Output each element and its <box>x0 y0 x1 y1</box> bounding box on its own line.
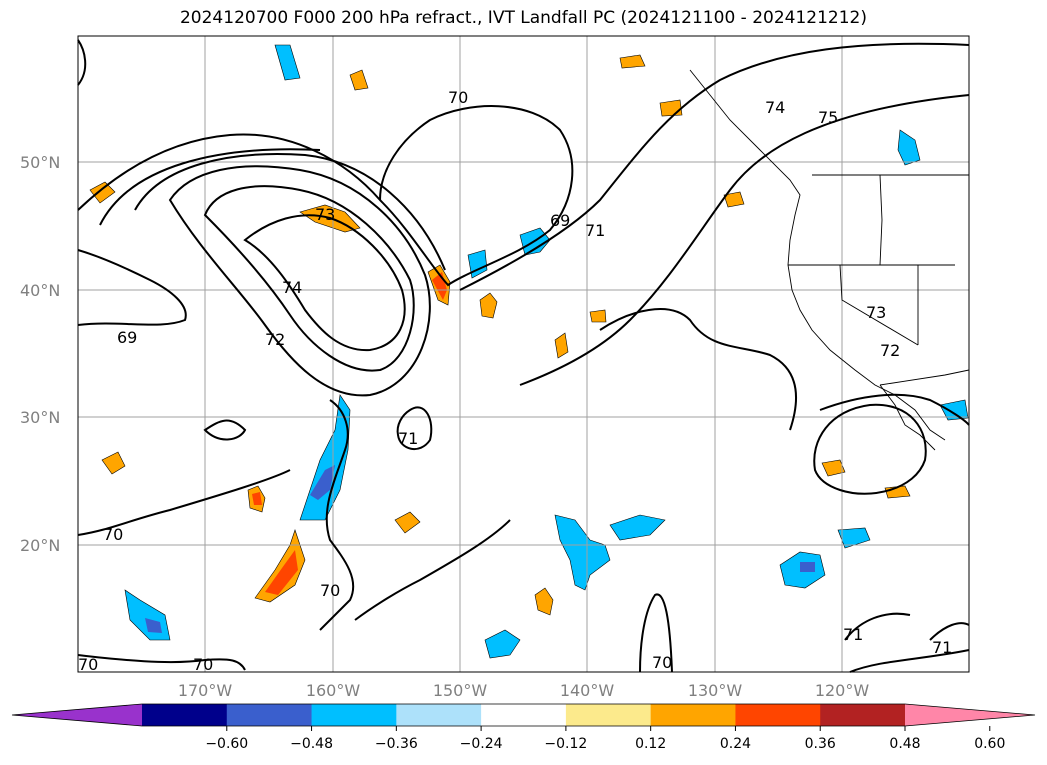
colorbar-segment <box>226 704 313 726</box>
map-frame <box>77 35 970 673</box>
lon-label: 150°W <box>433 681 488 700</box>
contour-label: 70 <box>193 655 213 674</box>
colorbar: −0.60 −0.48 −0.36 −0.24 −0.12 0.12 0.24 0.36 0.4… <box>11 703 1036 752</box>
colorbar-extend-low <box>12 704 142 726</box>
contour-label: 70 <box>103 525 123 544</box>
contour-label: 71 <box>585 221 605 240</box>
colorbar-segment <box>650 704 736 726</box>
anomaly-fills <box>89 44 969 659</box>
colorbar-tick-label: −0.36 <box>375 736 418 752</box>
colorbar-segment <box>481 704 567 726</box>
contour-label: 71 <box>843 625 863 644</box>
colorbar-segment <box>311 704 397 726</box>
colorbar-outline <box>11 703 1036 727</box>
colorbar-segment <box>142 704 228 726</box>
lon-labels: 170°W 160°W 150°W 140°W 130°W 120°W <box>178 681 870 700</box>
colorbar-extend-high <box>905 704 1035 726</box>
lat-label: 30°N <box>20 408 60 427</box>
lat-label: 50°N <box>20 153 60 172</box>
contour-label: 72 <box>880 341 900 360</box>
contour-label: 71 <box>398 429 418 448</box>
contour-label: 74 <box>282 278 302 297</box>
colorbar-tick-label: −0.48 <box>290 736 333 752</box>
colorbar-segment <box>565 704 652 726</box>
colorbar-tick-label: −0.24 <box>460 736 503 752</box>
colorbar-segment <box>820 704 906 726</box>
contour-labels: 70 74 75 73 69 71 74 72 69 71 70 70 70 7… <box>78 88 952 674</box>
contour-label: 70 <box>448 88 468 107</box>
contours <box>77 39 970 673</box>
lon-label: 120°W <box>815 681 870 700</box>
contour-label: 70 <box>652 653 672 672</box>
contour-label: 75 <box>818 108 838 127</box>
contour-label: 72 <box>265 330 285 349</box>
contour-label: 73 <box>866 303 886 322</box>
lon-label: 170°W <box>178 681 233 700</box>
contour-label: 69 <box>550 211 570 230</box>
plot-title: 2024120700 F000 200 hPa refract., IVT La… <box>179 8 867 28</box>
colorbar-tick-label: 0.60 <box>974 736 1005 752</box>
contour-label: 74 <box>765 98 785 117</box>
colorbar-tick-label: −0.12 <box>544 736 587 752</box>
lon-label: 130°W <box>688 681 743 700</box>
colorbar-tick-label: 0.36 <box>805 736 836 752</box>
contour-label: 73 <box>315 205 335 224</box>
lat-label: 20°N <box>20 536 60 555</box>
contour-label: 70 <box>320 581 340 600</box>
contour-label: 70 <box>78 655 98 674</box>
lat-label: 40°N <box>20 281 60 300</box>
colorbar-segment <box>396 704 482 726</box>
lon-label: 140°W <box>560 681 615 700</box>
lat-labels: 50°N 40°N 30°N 20°N <box>20 153 60 555</box>
colorbar-tick-label: 0.12 <box>635 736 666 752</box>
colorbar-tick-label: 0.48 <box>889 736 920 752</box>
contour-label: 69 <box>117 328 137 347</box>
contour-label: 71 <box>932 638 952 657</box>
colorbar-segment <box>735 704 821 726</box>
colorbar-tick-label: −0.60 <box>205 736 248 752</box>
lon-label: 160°W <box>306 681 361 700</box>
colorbar-tick-label: 0.24 <box>720 736 751 752</box>
